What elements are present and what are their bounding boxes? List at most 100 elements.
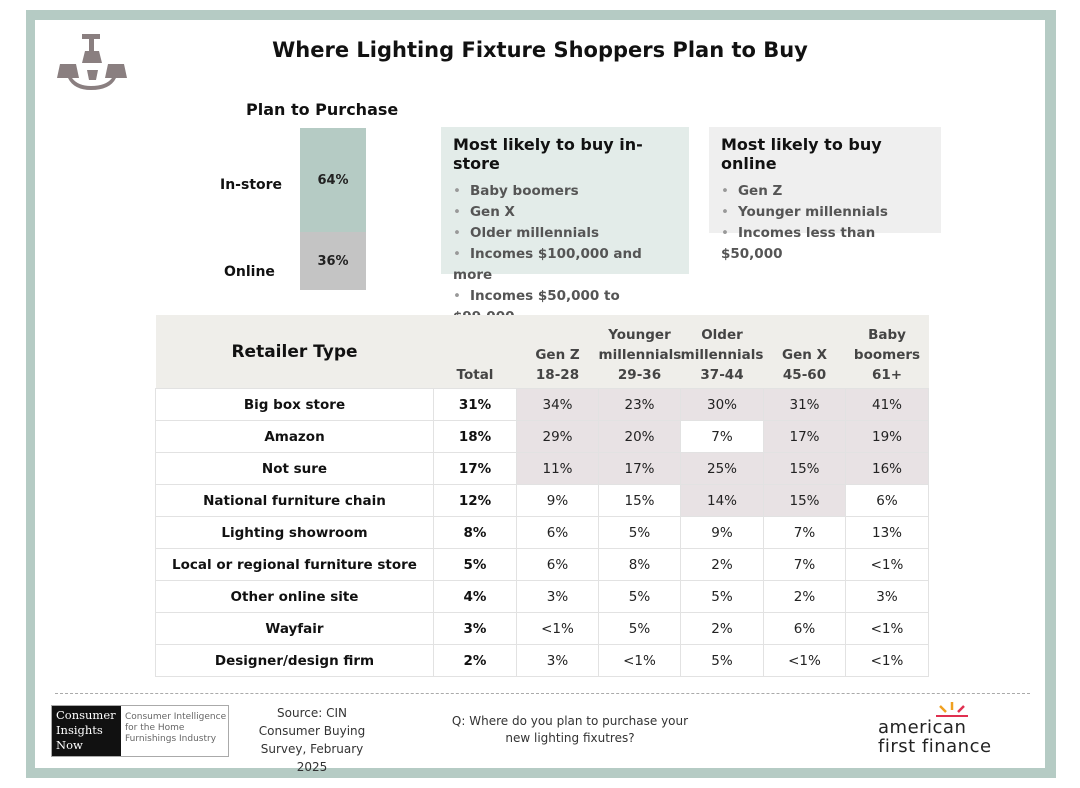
total-cell: 3%: [433, 612, 517, 645]
bar-label-online: Online: [224, 264, 275, 280]
total-cell: 4%: [433, 580, 517, 613]
value-cell: 3%: [516, 580, 599, 613]
value-cell: 25%: [680, 452, 764, 485]
value-cell: 5%: [598, 612, 681, 645]
online-box-title: Most likely to buy online: [721, 135, 882, 173]
value-cell: 6%: [516, 548, 599, 581]
value-cell: 9%: [516, 484, 599, 517]
list-item: Baby boomers: [453, 181, 677, 202]
value-cell: <1%: [845, 644, 929, 677]
table-header-row: Retailer Type Total Gen Z 18-28 Younger mille…: [155, 315, 929, 389]
row-label: Lighting showroom: [155, 516, 434, 549]
aff-logo-line2: first finance: [878, 736, 992, 757]
value-cell: 2%: [763, 580, 846, 613]
value-cell: 15%: [763, 452, 846, 485]
value-cell: 9%: [680, 516, 764, 549]
value-cell: 3%: [845, 580, 929, 613]
chandelier-icon: [57, 34, 127, 90]
value-cell: 8%: [598, 548, 681, 581]
page-title: Where Lighting Fixture Shoppers Plan to …: [272, 38, 808, 62]
value-cell: 17%: [763, 420, 846, 453]
online-box: Most likely to buy online Gen ZYounger m…: [709, 127, 941, 262]
instore-list: Baby boomersGen XOlder millennialsIncome…: [453, 181, 677, 328]
value-cell: 34%: [516, 388, 599, 421]
table-body: Big box store 31% 34% 23% 30% 31% 41% Amazon 18%…: [155, 388, 929, 677]
total-cell: 8%: [433, 516, 517, 549]
bar-segment-online: 36%: [300, 232, 366, 290]
bar-segment-instore: 64%: [300, 128, 366, 232]
footer-divider: [55, 693, 1030, 694]
total-cell: 18%: [433, 420, 517, 453]
row-label: Not sure: [155, 452, 434, 485]
question-text: Q: Where do you plan to purchase your ne…: [451, 714, 689, 745]
cin-logo-tagline: Consumer Intelligence for the Home Furni…: [125, 712, 227, 744]
instore-box-title: Most likely to buy in-store: [453, 135, 643, 173]
value-cell: 41%: [845, 388, 929, 421]
value-cell: 7%: [763, 548, 846, 581]
value-cell: 29%: [516, 420, 599, 453]
total-cell: 12%: [433, 484, 517, 517]
value-cell: 7%: [680, 420, 764, 453]
table-row: Lighting showroom 8% 6% 5% 9% 7% 13%: [155, 516, 929, 549]
bar-label-instore: In-store: [220, 177, 283, 193]
value-cell: 5%: [680, 580, 764, 613]
aff-logo-line1: american: [878, 717, 967, 738]
value-cell: 5%: [598, 516, 681, 549]
list-item: Younger millennials: [721, 202, 929, 223]
total-cell: 2%: [433, 644, 517, 677]
value-cell: 14%: [680, 484, 764, 517]
value-cell: 19%: [845, 420, 929, 453]
value-cell: 2%: [680, 548, 764, 581]
list-item: Gen Z: [721, 181, 929, 202]
value-cell: 5%: [680, 644, 764, 677]
value-cell: 16%: [845, 452, 929, 485]
instore-box: Most likely to buy in-store Baby boomers…: [441, 127, 689, 325]
value-cell: 23%: [598, 388, 681, 421]
value-cell: 31%: [763, 388, 846, 421]
total-cell: 31%: [433, 388, 517, 421]
value-cell: <1%: [763, 644, 846, 677]
column-header: Gen Z 18-28: [516, 315, 599, 389]
table-row: Big box store 31% 34% 23% 30% 31% 41%: [155, 388, 929, 421]
value-cell: <1%: [845, 612, 929, 645]
value-cell: 30%: [680, 388, 764, 421]
value-cell: 6%: [763, 612, 846, 645]
value-cell: 11%: [516, 452, 599, 485]
total-cell: 5%: [433, 548, 517, 581]
aff-logo-mark: [936, 702, 968, 717]
column-header: Older millennials 37-44: [680, 315, 764, 389]
column-header: Baby boomers 61+: [845, 315, 929, 389]
row-label: Big box store: [155, 388, 434, 421]
value-cell: 7%: [763, 516, 846, 549]
row-label: Other online site: [155, 580, 434, 613]
value-cell: 2%: [680, 612, 764, 645]
table-row: Not sure 17% 11% 17% 25% 15% 16%: [155, 452, 929, 485]
source-text: Source: CIN Consumer Buying Survey, Febr…: [258, 706, 366, 774]
table-row: Wayfair 3% <1% 5% 2% 6% <1%: [155, 612, 929, 645]
value-cell: 17%: [598, 452, 681, 485]
list-item: Incomes less than $50,000: [721, 223, 929, 265]
total-cell: 17%: [433, 452, 517, 485]
table-row: Local or regional furniture store 5% 6% 8% 2…: [155, 548, 929, 581]
row-label: Designer/design firm: [155, 644, 434, 677]
aff-logo: american first finance: [860, 700, 1020, 760]
value-cell: <1%: [516, 612, 599, 645]
value-cell: 6%: [516, 516, 599, 549]
list-item: Older millennials: [453, 223, 677, 244]
table-row: Other online site 4% 3% 5% 5% 2% 3%: [155, 580, 929, 613]
table-row: Designer/design firm 2% 3% <1% 5% <1% <1%: [155, 644, 929, 677]
value-cell: 20%: [598, 420, 681, 453]
column-header: Total: [433, 315, 517, 389]
table-row: Amazon 18% 29% 20% 7% 17% 19%: [155, 420, 929, 453]
list-item: Gen X: [453, 202, 677, 223]
value-cell: 6%: [845, 484, 929, 517]
online-list: Gen ZYounger millennialsIncomes less tha…: [721, 181, 929, 265]
value-cell: 15%: [763, 484, 846, 517]
plan-to-purchase-title: Plan to Purchase: [246, 100, 399, 119]
row-label: National furniture chain: [155, 484, 434, 517]
value-cell: 15%: [598, 484, 681, 517]
table-row: National furniture chain 12% 9% 15% 14% 15% 6%: [155, 484, 929, 517]
row-label: Wayfair: [155, 612, 434, 645]
row-label: Amazon: [155, 420, 434, 453]
row-label: Local or regional furniture store: [155, 548, 434, 581]
